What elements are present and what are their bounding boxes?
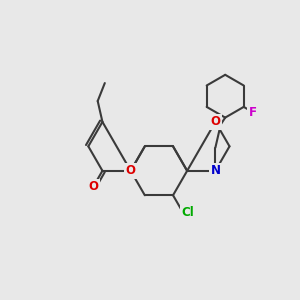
Text: O: O	[88, 180, 98, 193]
Text: Cl: Cl	[181, 206, 194, 219]
Text: O: O	[126, 164, 136, 177]
Text: F: F	[248, 106, 256, 119]
Text: N: N	[210, 164, 220, 177]
Text: O: O	[210, 116, 220, 128]
